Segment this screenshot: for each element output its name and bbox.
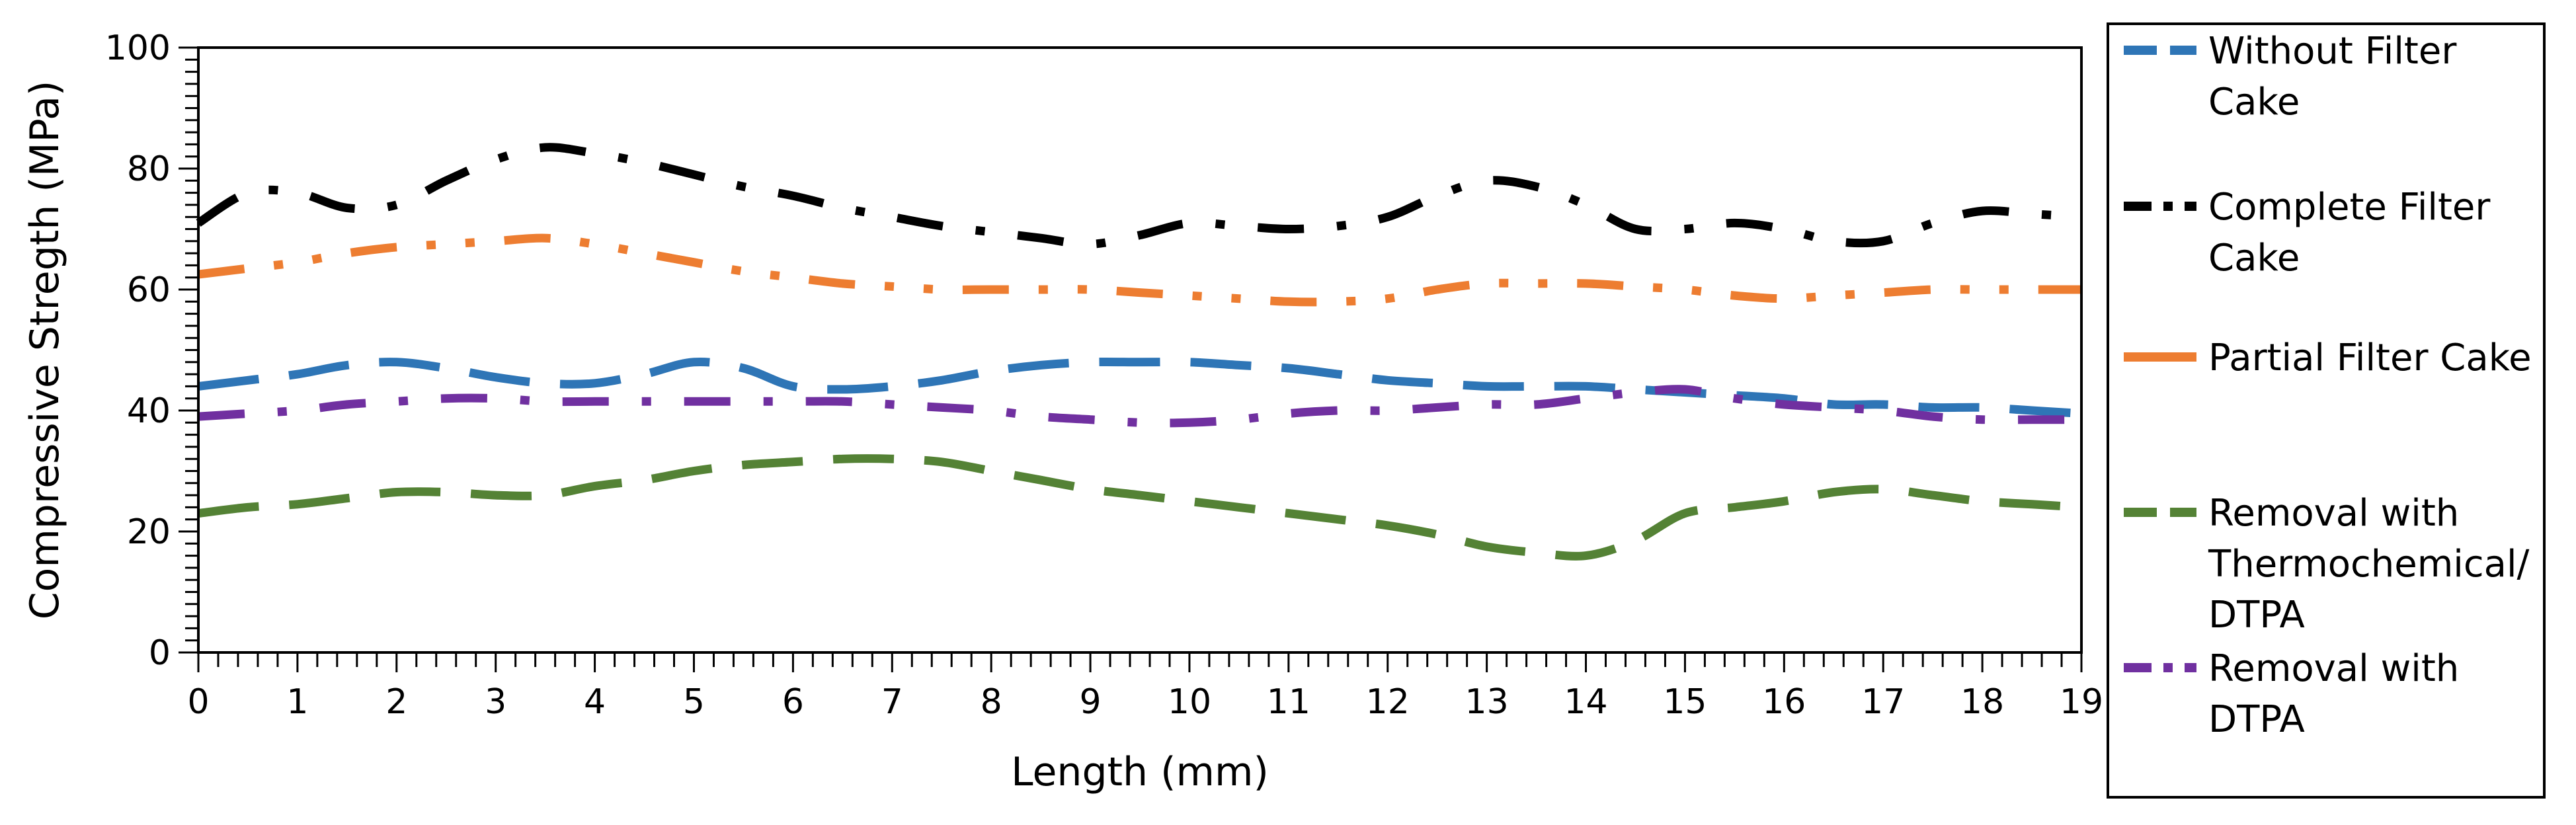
legend-label: Without Filter <box>2208 30 2457 73</box>
series-line-2 <box>196 143 2082 249</box>
legend-box <box>2107 22 2546 799</box>
x-tick-label: 14 <box>1564 682 1607 722</box>
y-tick-label: 40 <box>127 391 171 431</box>
x-tick-label: 9 <box>1080 682 1102 722</box>
x-tick-label: 11 <box>1267 682 1310 722</box>
series-line-4 <box>198 454 2082 561</box>
x-tick-label: 1 <box>286 682 308 722</box>
series-line-3 <box>198 233 2081 307</box>
y-tick-label: 80 <box>127 149 171 189</box>
x-tick-label: 17 <box>1861 682 1905 722</box>
y-tick-label: 60 <box>127 270 171 310</box>
x-axis-title: Length (mm) <box>1011 749 1269 795</box>
legend-label: DTPA <box>2208 594 2305 637</box>
legend-label: Cake <box>2208 81 2300 124</box>
y-tick-label: 100 <box>105 28 171 68</box>
legend: Without Filter Cake Complete Filter Cake Par… <box>2107 22 2546 799</box>
x-tick-label: 15 <box>1663 682 1707 722</box>
y-axis-title: Compressive Stregth (MPa) <box>22 81 68 620</box>
plot-frame <box>197 46 2083 654</box>
y-tick-label: 0 <box>149 633 171 673</box>
legend-label: Removal with <box>2208 647 2459 690</box>
legend-label: Thermochemical/ <box>2208 543 2530 586</box>
legend-label: DTPA <box>2208 698 2305 741</box>
x-tick-label: 8 <box>981 682 1002 722</box>
x-tick-label: 13 <box>1465 682 1509 722</box>
x-tick-label: 0 <box>187 682 209 722</box>
x-tick-label: 2 <box>385 682 407 722</box>
x-tick-label: 7 <box>881 682 903 722</box>
legend-label: Complete Filter <box>2208 186 2491 229</box>
plot-area <box>196 143 2082 561</box>
legend-label: Partial Filter Cake <box>2208 336 2532 379</box>
x-tick-label: 16 <box>1762 682 1806 722</box>
x-tick-label: 10 <box>1168 682 1211 722</box>
x-tick-label: 12 <box>1366 682 1410 722</box>
legend-label: Cake <box>2208 237 2300 280</box>
x-tick-label: 19 <box>2060 682 2103 722</box>
x-tick-label: 6 <box>782 682 804 722</box>
series-line-1 <box>198 357 2082 418</box>
series-line-5 <box>198 385 2081 428</box>
x-tick-label: 3 <box>485 682 506 722</box>
x-tick-label: 4 <box>584 682 606 722</box>
x-tick-label: 18 <box>1960 682 2004 722</box>
y-tick-label: 20 <box>127 512 171 552</box>
axes: 0 1 2 3 4 5 6 7 8 9 10 11 12 13 14 15 16 17 18 190204060801… <box>22 28 2103 795</box>
legend-label: Removal with <box>2208 492 2459 535</box>
x-tick-label: 5 <box>683 682 705 722</box>
